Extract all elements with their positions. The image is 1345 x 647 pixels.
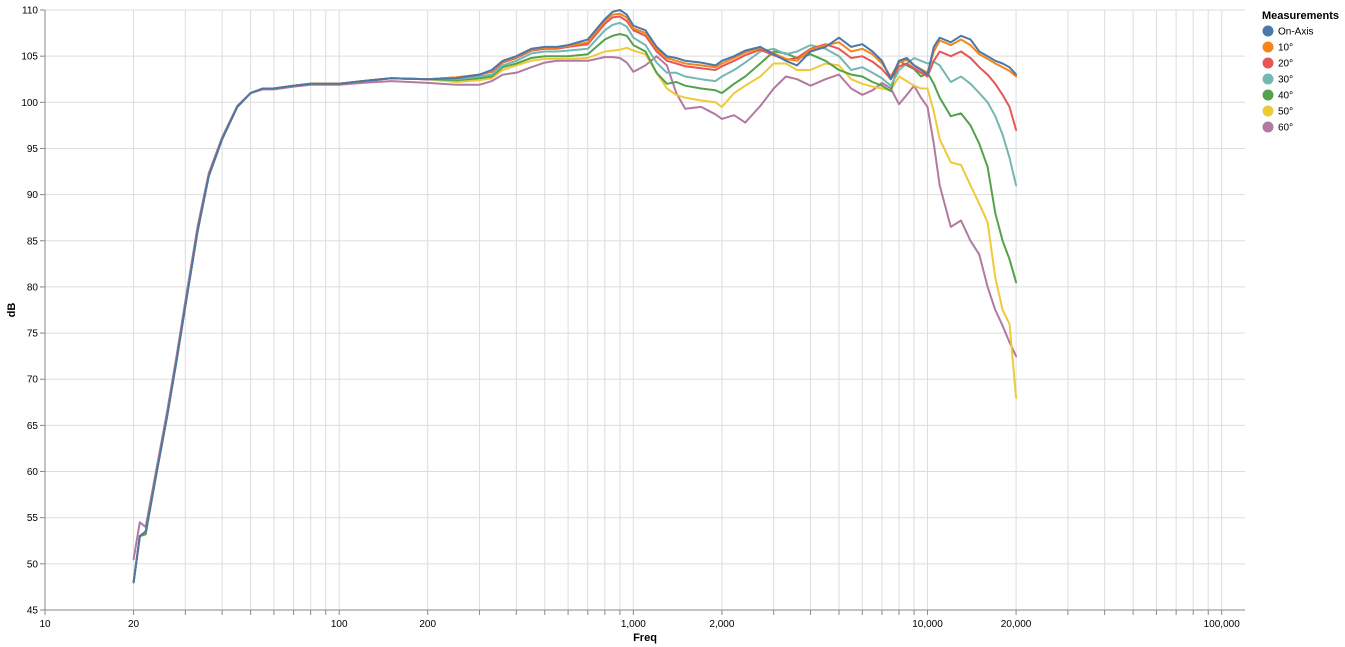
legend-label: 30°: [1278, 75, 1293, 86]
legend-label: 60°: [1278, 123, 1293, 134]
y-tick-label: 80: [27, 282, 39, 293]
series-line-50-deg: [132, 46, 1018, 584]
legend-swatch: [1262, 25, 1274, 37]
legend: Measurements On-Axis 10° 20° 30° 40° 50° 60°: [1262, 10, 1339, 134]
x-axis-title: Freq: [633, 632, 657, 644]
y-tick-label: 50: [27, 559, 39, 570]
x-tick-label: 1,000: [621, 619, 646, 630]
x-tick-label: 20,000: [1001, 619, 1032, 630]
y-axis-title: dB: [6, 303, 18, 318]
series-line-10-deg: [132, 12, 1018, 584]
x-tick-label: 2,000: [709, 619, 734, 630]
y-tick-label: 75: [27, 329, 39, 340]
grid-lines: [44, 9, 1245, 611]
legend-swatch: [1262, 41, 1274, 53]
legend-swatch: [1262, 89, 1274, 101]
legend-swatch: [1262, 121, 1274, 133]
axes: 10 20 100 200 1,000 2,000 10,000 20,000 100,000 4…: [21, 6, 1245, 630]
x-tick-label: 100,000: [1204, 619, 1241, 630]
x-tick-label: 100: [331, 619, 348, 630]
legend-label: On-Axis: [1278, 27, 1314, 38]
x-tick-label: 200: [419, 619, 436, 630]
legend-label: 50°: [1278, 107, 1293, 118]
series-line-30-deg: [132, 21, 1018, 584]
y-tick-label: 65: [27, 421, 39, 432]
x-tick-label: 10,000: [912, 619, 943, 630]
legend-swatch: [1262, 73, 1274, 85]
x-tick-label: 10: [39, 619, 51, 630]
y-tick-label: 60: [27, 467, 39, 478]
series-line-60-deg: [132, 55, 1018, 561]
legend-label: 20°: [1278, 59, 1293, 70]
legend-swatch: [1262, 57, 1274, 69]
y-tick-label: 90: [27, 190, 39, 201]
legend-swatch: [1262, 105, 1274, 117]
legend-label: 40°: [1278, 91, 1293, 102]
y-tick-label: 95: [27, 144, 39, 155]
y-tick-label: 105: [21, 52, 38, 63]
series-lines: [132, 9, 1018, 584]
legend-title: Measurements: [1262, 10, 1339, 22]
y-tick-label: 100: [21, 98, 38, 109]
y-tick-label: 55: [27, 513, 39, 524]
y-tick-label: 70: [27, 375, 39, 386]
series-line-40-deg: [132, 33, 1018, 584]
x-tick-label: 20: [128, 619, 140, 630]
legend-label: 10°: [1278, 43, 1293, 54]
y-tick-label: 110: [22, 6, 38, 17]
series-line-20-deg: [132, 15, 1018, 584]
y-tick-label: 45: [27, 606, 39, 617]
series-line-on-axis: [132, 9, 1018, 584]
y-tick-label: 85: [27, 236, 39, 247]
